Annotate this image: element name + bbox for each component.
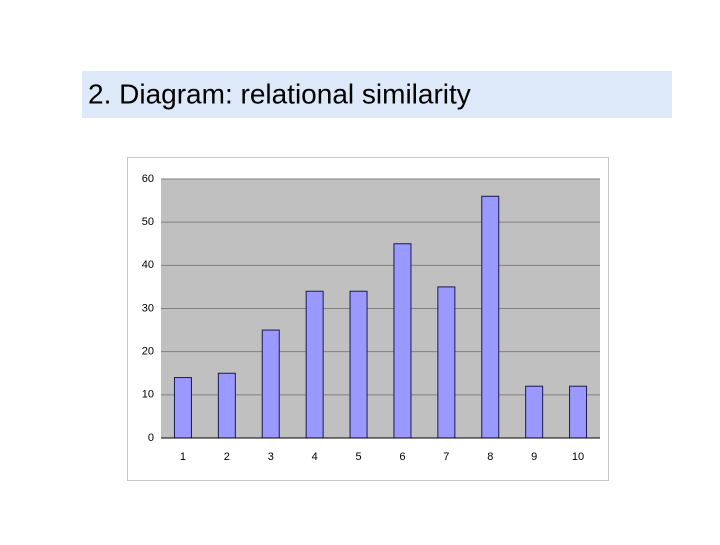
x-tick-label: 3 bbox=[268, 451, 274, 463]
x-tick-label: 10 bbox=[572, 451, 584, 463]
bar bbox=[481, 195, 500, 439]
bar bbox=[393, 243, 412, 439]
x-tick-label: 1 bbox=[180, 451, 186, 463]
y-tick-label: 0 bbox=[148, 432, 154, 444]
bar bbox=[349, 290, 368, 439]
y-tick-label: 20 bbox=[142, 346, 154, 358]
x-tick-label: 2 bbox=[224, 451, 230, 463]
bar bbox=[569, 385, 588, 439]
bar bbox=[261, 329, 280, 439]
bar bbox=[217, 372, 236, 439]
y-tick-label: 50 bbox=[142, 216, 154, 228]
y-tick-label: 60 bbox=[142, 173, 154, 185]
bar bbox=[305, 290, 324, 439]
bar bbox=[173, 377, 192, 439]
y-tick-label: 10 bbox=[142, 389, 154, 401]
title-box bbox=[82, 71, 672, 118]
x-tick-label: 7 bbox=[443, 451, 449, 463]
y-tick-label: 30 bbox=[142, 302, 154, 314]
x-tick-label: 9 bbox=[531, 451, 537, 463]
x-tick-label: 5 bbox=[355, 451, 361, 463]
x-tick-label: 4 bbox=[312, 451, 318, 463]
bar bbox=[437, 286, 456, 439]
slide-title: 2. Diagram: relational similarity bbox=[88, 78, 471, 109]
x-tick-label: 8 bbox=[487, 451, 493, 463]
bar bbox=[525, 385, 544, 439]
x-tick-label: 6 bbox=[399, 451, 405, 463]
y-tick-label: 40 bbox=[142, 259, 154, 271]
